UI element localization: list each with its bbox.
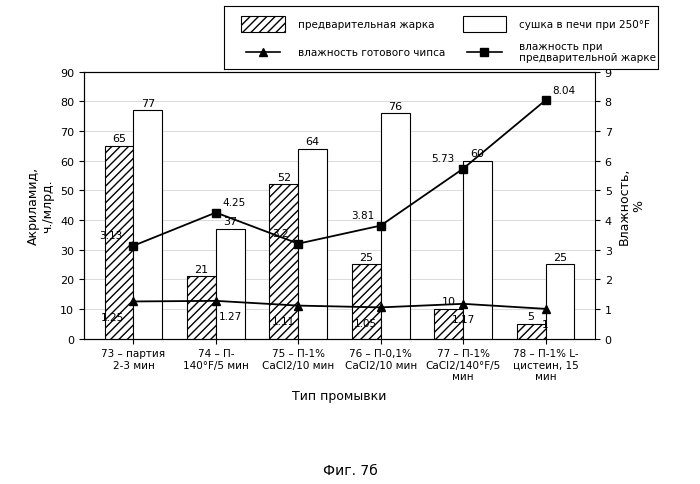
Bar	[298, 150, 327, 339]
Text: влажность при
предварительной жарке: влажность при предварительной жарке	[519, 42, 656, 63]
Bar	[104, 147, 134, 339]
Text: 1.25: 1.25	[102, 312, 125, 322]
Text: 4.25: 4.25	[223, 198, 246, 208]
Text: влажность готового чипса: влажность готового чипса	[298, 47, 445, 58]
Text: 1: 1	[542, 319, 549, 330]
Text: 37: 37	[223, 217, 237, 227]
Text: 3.81: 3.81	[351, 211, 374, 221]
Text: 25: 25	[359, 253, 373, 262]
Text: 1.11: 1.11	[272, 317, 295, 326]
Bar	[545, 265, 575, 339]
Bar	[463, 161, 492, 339]
Text: Фиг. 7б: Фиг. 7б	[323, 463, 377, 477]
Text: 76: 76	[388, 102, 402, 112]
Text: 5: 5	[528, 312, 535, 322]
Text: 3.13: 3.13	[99, 231, 122, 241]
Text: 64: 64	[306, 137, 320, 147]
Text: 1.17: 1.17	[452, 315, 475, 325]
Bar	[381, 114, 409, 339]
Y-axis label: Влажность,
%: Влажность, %	[617, 167, 645, 244]
Bar	[434, 309, 463, 339]
Text: 10: 10	[442, 297, 456, 307]
Text: 1.27: 1.27	[219, 312, 242, 321]
Bar	[352, 265, 381, 339]
Text: 60: 60	[470, 149, 484, 159]
Bar	[187, 277, 216, 339]
Text: предварительная жарка: предварительная жарка	[298, 20, 434, 30]
Text: сушка в печи при 250°F: сушка в печи при 250°F	[519, 20, 650, 30]
Text: 21: 21	[195, 264, 209, 274]
Text: 5.73: 5.73	[431, 154, 454, 164]
Text: 25: 25	[553, 253, 567, 262]
Text: 77: 77	[141, 99, 155, 109]
Bar	[216, 229, 245, 339]
Text: 52: 52	[276, 173, 291, 182]
Bar	[517, 324, 545, 339]
Text: 3.2: 3.2	[272, 229, 288, 239]
Text: 8.04: 8.04	[552, 86, 575, 96]
Text: 65: 65	[112, 134, 126, 144]
Text: 1.05: 1.05	[354, 318, 377, 328]
FancyBboxPatch shape	[241, 17, 285, 33]
Y-axis label: Акриламид,
ч./млрд.: Акриламид, ч./млрд.	[27, 166, 55, 245]
Bar	[270, 185, 298, 339]
Bar	[134, 111, 162, 339]
Text: Тип промывки: Тип промывки	[293, 389, 386, 402]
FancyBboxPatch shape	[463, 17, 506, 33]
